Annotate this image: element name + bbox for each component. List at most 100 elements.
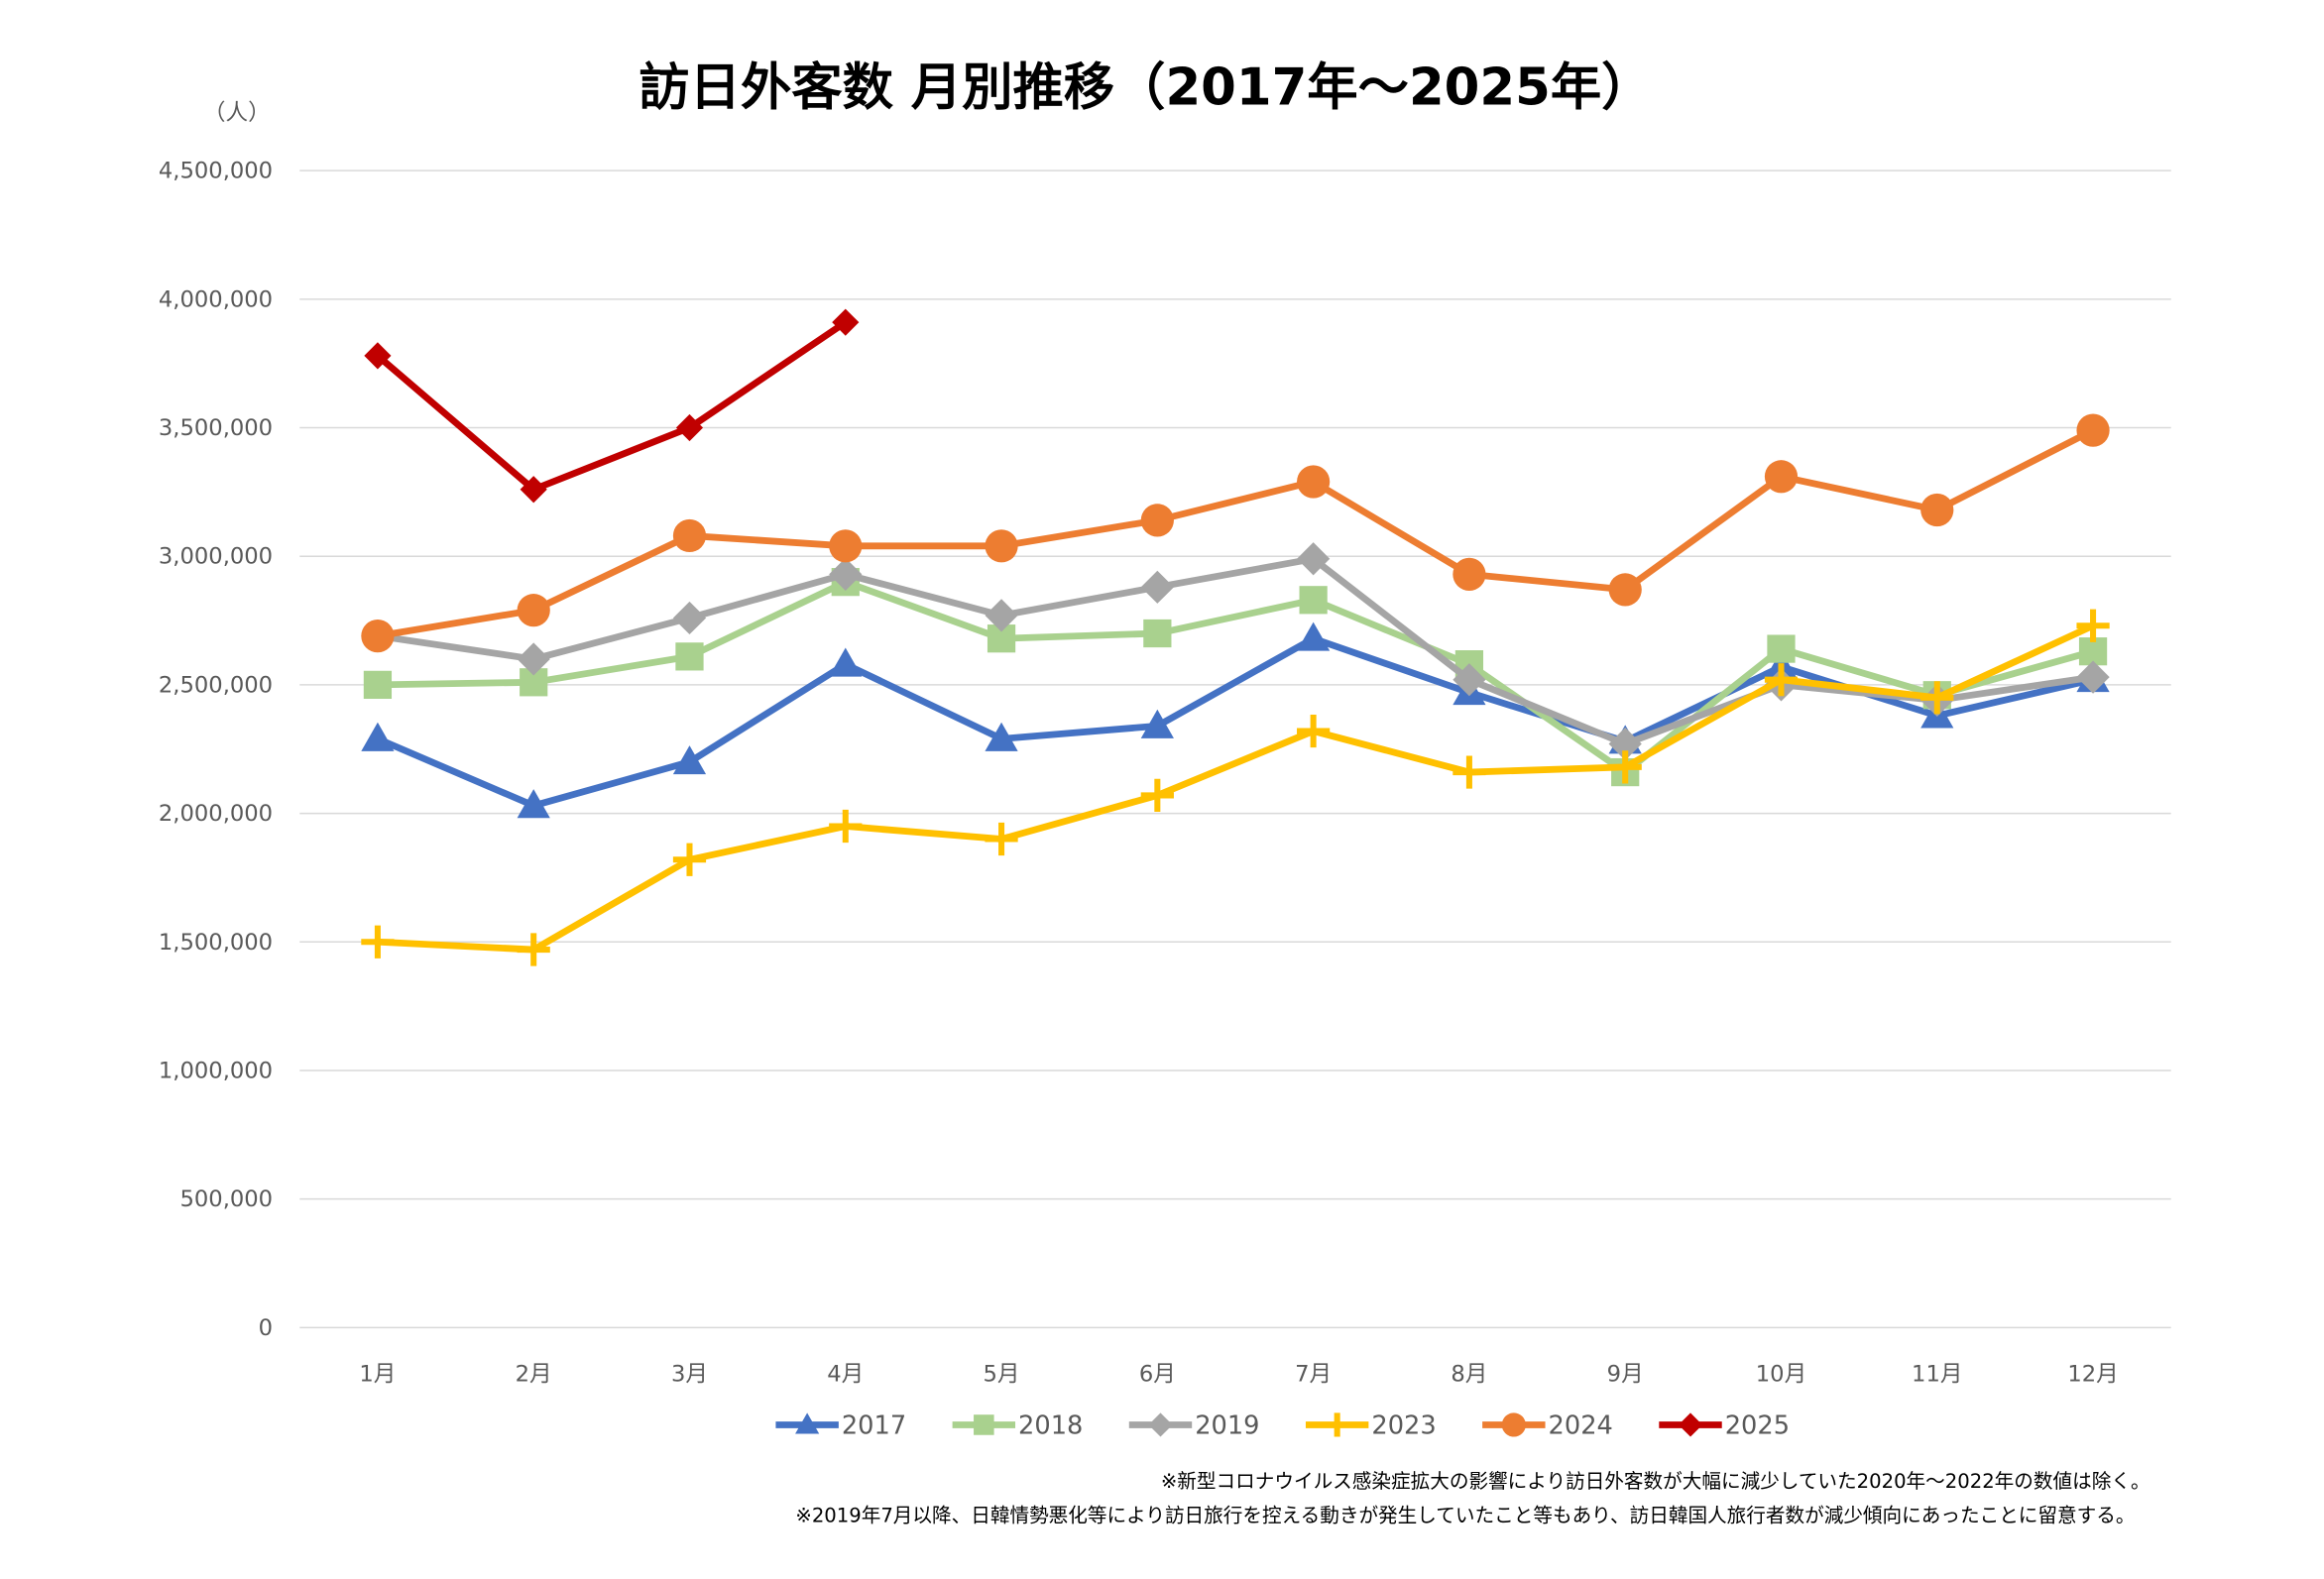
y-tick-label: 2,500,000	[159, 672, 273, 698]
series	[361, 542, 2110, 761]
x-tick-label: 2月	[516, 1362, 552, 1388]
marker	[1297, 465, 1331, 499]
marker	[672, 843, 707, 876]
y-tick-label: 4,000,000	[159, 286, 273, 312]
marker	[675, 642, 704, 671]
marker	[829, 809, 863, 844]
marker	[1920, 681, 1954, 715]
line	[377, 578, 2094, 776]
legend-marker	[1148, 1412, 1173, 1437]
x-tick-label: 9月	[1607, 1362, 1644, 1388]
y-unit: （人）	[203, 100, 271, 126]
marker	[985, 599, 1018, 632]
marker	[1452, 663, 1486, 697]
y-tick-label: 1,000,000	[159, 1059, 273, 1084]
x-tick-label: 6月	[1139, 1362, 1176, 1388]
marker	[829, 529, 863, 563]
marker	[675, 413, 704, 442]
y-tick-label: 1,500,000	[159, 930, 273, 956]
marker	[2076, 413, 2110, 447]
x-tick-label: 8月	[1451, 1362, 1487, 1388]
line	[376, 634, 2094, 810]
y-tick-label: 0	[259, 1315, 273, 1341]
series	[363, 568, 2108, 787]
series	[364, 308, 860, 504]
marker	[517, 933, 550, 966]
line	[377, 622, 2095, 954]
marker	[672, 601, 707, 635]
marker	[520, 476, 547, 504]
marker	[1140, 570, 1174, 604]
x-tick-label: 5月	[984, 1362, 1020, 1388]
marker	[1767, 634, 1796, 663]
legend-label: 2024	[1549, 1411, 1613, 1441]
marker	[2076, 609, 2110, 642]
marker	[517, 789, 550, 819]
legend-marker	[795, 1412, 820, 1434]
x-tick-label: 7月	[1295, 1362, 1332, 1388]
y-tick-label: 2,000,000	[159, 801, 273, 827]
x-tick-label: 3月	[671, 1362, 708, 1388]
y-tick-label: 3,000,000	[159, 544, 273, 570]
x-tick-label: 10月	[1756, 1362, 1806, 1388]
marker	[361, 619, 395, 653]
legend-item: 2019	[1128, 1411, 1260, 1441]
marker	[985, 722, 1018, 751]
y-tick-label: 3,500,000	[159, 415, 273, 441]
marker	[1297, 621, 1331, 651]
marker	[1140, 778, 1174, 813]
legend-item: 2018	[952, 1411, 1083, 1441]
legend-label: 2017	[842, 1411, 906, 1441]
marker	[1452, 755, 1486, 789]
series	[361, 609, 2110, 966]
y-tick-label: 4,500,000	[159, 159, 273, 184]
x-tick-label: 11月	[1912, 1362, 1962, 1388]
legend-label: 2023	[1371, 1411, 1436, 1441]
legend-label: 2018	[1018, 1411, 1083, 1441]
x-tick-label: 1月	[359, 1362, 396, 1388]
marker	[672, 518, 707, 553]
marker	[1608, 750, 1642, 784]
marker	[363, 670, 393, 700]
legend-label: 2025	[1725, 1411, 1790, 1441]
marker	[1140, 709, 1174, 738]
marker	[985, 529, 1018, 563]
legend-item: 2023	[1305, 1411, 1437, 1441]
legend-label: 2019	[1195, 1411, 1259, 1441]
marker	[1764, 460, 1799, 494]
y-tick-label: 500,000	[180, 1186, 274, 1212]
marker	[517, 594, 550, 627]
marker	[1143, 619, 1172, 648]
marker	[672, 745, 707, 775]
chart-title: 訪日外客数 月別推移（2017年～2025年）	[639, 58, 1652, 118]
footnote: ※新型コロナウイルス感染症拡大の影響により訪日外客数が大幅に減少していた2020…	[1161, 1470, 2150, 1493]
legend-marker	[1325, 1412, 1349, 1437]
line	[377, 427, 2095, 639]
series	[361, 413, 2110, 653]
line	[377, 555, 2094, 747]
marker	[1920, 493, 1954, 527]
legend-item: 2024	[1482, 1411, 1613, 1441]
marker	[1299, 586, 1328, 615]
footnote: ※2019年7月以降、日韓情勢悪化等により訪日旅行を控える動きが発生していたこと…	[795, 1505, 2135, 1527]
marker	[1764, 663, 1799, 697]
marker	[1452, 557, 1486, 591]
marker	[829, 557, 863, 591]
line	[375, 319, 848, 494]
marker	[1297, 714, 1331, 748]
legend-marker	[1678, 1412, 1703, 1437]
marker	[361, 722, 395, 751]
series	[361, 621, 2110, 819]
legend-item: 2025	[1659, 1411, 1790, 1441]
marker	[1608, 573, 1642, 607]
x-tick-label: 12月	[2067, 1362, 2118, 1388]
marker	[985, 822, 1018, 856]
legend-marker	[1501, 1412, 1526, 1437]
marker	[1140, 504, 1174, 537]
marker	[364, 342, 392, 370]
marker	[517, 642, 550, 676]
marker	[829, 647, 863, 677]
legend-item: 2017	[775, 1411, 906, 1441]
